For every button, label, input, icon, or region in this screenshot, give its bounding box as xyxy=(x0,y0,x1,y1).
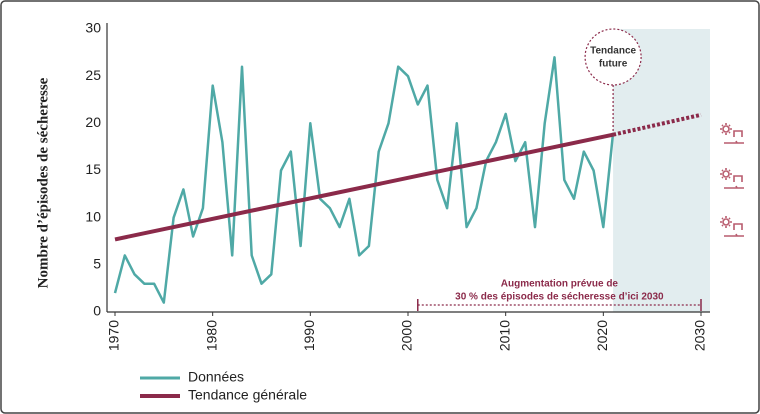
annotation-text: Augmentation prévue de xyxy=(501,279,619,290)
annotation-text: future xyxy=(599,59,628,70)
x-tick-label: 1990 xyxy=(301,320,317,351)
y-tick-label: 15 xyxy=(85,161,101,177)
trend-line xyxy=(114,132,614,242)
y-tick-label: 10 xyxy=(85,208,101,224)
drought-icons xyxy=(720,123,744,237)
y-tick-label: 25 xyxy=(85,67,101,83)
y-tick-label: 30 xyxy=(85,20,101,36)
projection-line xyxy=(612,112,702,137)
x-tick-label: 2030 xyxy=(692,320,708,351)
y-tick-label: 5 xyxy=(93,256,101,272)
drought-icon xyxy=(720,216,744,237)
drought-icon xyxy=(720,123,744,144)
x-tick-label: 2010 xyxy=(496,320,512,351)
annotation-bubble xyxy=(584,28,642,86)
y-tick-label: 0 xyxy=(93,303,101,319)
annotation-text: Tendance xyxy=(590,46,636,57)
annotation-text: 30 % des épisodes de sécheresse d’ici 20… xyxy=(455,292,664,303)
drought-icon xyxy=(720,168,744,189)
y-axis-label: Nombre d’épisodes de sécheresse xyxy=(35,77,51,288)
x-tick-label: 2000 xyxy=(399,320,415,351)
legend-label: Données xyxy=(188,369,244,385)
y-tick-label: 20 xyxy=(85,114,101,130)
x-tick-label: 1970 xyxy=(106,320,122,351)
x-tick-label: 1980 xyxy=(203,320,219,351)
legend-label: Tendance générale xyxy=(188,387,307,403)
x-tick-label: 2020 xyxy=(594,320,610,351)
